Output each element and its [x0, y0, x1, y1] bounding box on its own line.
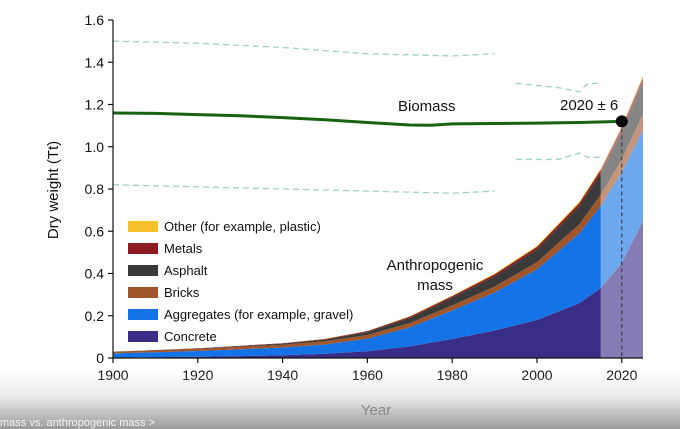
biomass-label: Biomass — [398, 98, 456, 115]
x-tick-label: 1980 — [437, 367, 468, 383]
x-tick-label: 2020 — [606, 367, 637, 383]
biomass-lines — [112, 40, 628, 358]
footer-caption: mass vs. anthropogenic mass > — [0, 417, 155, 429]
legend-label-concrete: Concrete — [164, 329, 217, 344]
x-tick-label: 1960 — [352, 367, 383, 383]
y-tick-label: 0.8 — [85, 181, 105, 197]
y-tick-label: 0.4 — [85, 266, 105, 282]
y-tick-label: 0.2 — [85, 308, 105, 324]
anthropogenic-label-line1: Anthropogenic — [387, 257, 484, 274]
legend-label-bricks: Bricks — [164, 285, 200, 300]
biomass-upper-bound-recent — [515, 82, 601, 93]
biomass-upper-bound-historic — [112, 40, 495, 57]
legend-swatch-asphalt — [128, 265, 158, 276]
x-tick-label: 2000 — [521, 367, 552, 383]
legend-label-aggregates: Aggregates (for example, gravel) — [164, 307, 353, 322]
y-tick-label: 0.6 — [85, 223, 105, 239]
x-tick-label: 1900 — [97, 367, 128, 383]
y-tick-label: 1.4 — [85, 54, 105, 70]
y-tick-label: 1.0 — [85, 139, 105, 155]
legend-swatch-other — [128, 221, 158, 232]
x-tick-label: 1920 — [182, 367, 213, 383]
legend: Other (for example, plastic) Metals Asphal… — [128, 219, 353, 344]
crossover-point — [615, 115, 628, 128]
legend-swatch-bricks — [128, 287, 158, 298]
area-concrete — [113, 220, 643, 358]
crossover-label: 2020 ± 6 — [560, 97, 618, 114]
x-axis-label: Year — [361, 402, 391, 419]
stacked-areas — [113, 20, 643, 358]
x-tick-label: 1940 — [267, 367, 298, 383]
y-axis-label: Dry weight (Tt) — [45, 141, 62, 239]
area-aggregates — [113, 129, 643, 358]
y-tick-label: 0 — [96, 350, 104, 366]
biomass-lower-bound-recent — [515, 152, 601, 161]
legend-swatch-concrete — [128, 331, 158, 342]
projection-shade — [600, 20, 643, 358]
biomass-line — [112, 111, 622, 127]
anthropogenic-label-line2: mass — [417, 277, 453, 294]
legend-label-metals: Metals — [164, 241, 203, 256]
legend-label-asphalt: Asphalt — [164, 263, 208, 278]
biomass-lower-bound-historic — [112, 184, 495, 194]
legend-label-other: Other (for example, plastic) — [164, 219, 321, 234]
legend-swatch-aggregates — [128, 309, 158, 320]
y-tick-label: 1.2 — [85, 97, 105, 113]
legend-swatch-metals — [128, 243, 158, 254]
y-tick-label: 1.6 — [85, 12, 105, 28]
